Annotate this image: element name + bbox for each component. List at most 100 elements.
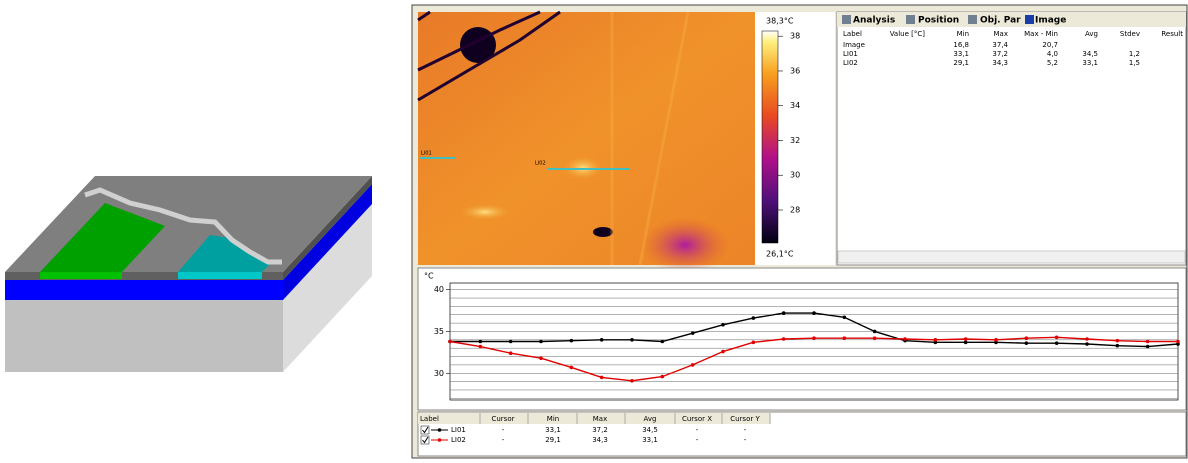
analysis-panel (836, 11, 1187, 266)
series-marker (478, 344, 483, 349)
series-marker (599, 338, 604, 342)
column-header: Result (1161, 30, 1183, 38)
series-marker (721, 322, 725, 327)
colorbar-tick-label: 38 (790, 32, 800, 41)
table-cell: 37,4 (992, 41, 1008, 49)
thermal-image: LI01 LI02 (417, 10, 755, 273)
legend-swatch-marker (437, 438, 442, 442)
column-header: Min (547, 415, 559, 423)
colorbar-tick-label: 32 (790, 136, 800, 145)
table-cell: LI02 (843, 59, 858, 67)
series-marker (781, 337, 786, 341)
colorbar-min-label: 26,1°C (766, 250, 794, 259)
tab[interactable]: Obj. Par (980, 16, 1021, 26)
table-cell: Image (843, 41, 865, 49)
table-cell: LI02 (451, 436, 466, 444)
series-marker (812, 336, 816, 340)
series-marker (660, 339, 665, 344)
series-marker (539, 339, 543, 344)
tab[interactable]: Analysis (853, 16, 895, 26)
series-marker (1115, 338, 1120, 343)
y-unit-label: °C (424, 272, 434, 281)
series-marker (963, 340, 968, 345)
series-marker (812, 311, 816, 315)
series-marker (721, 349, 725, 354)
column-header: Value [°C] (890, 30, 926, 38)
series-marker (781, 311, 786, 315)
series-marker (903, 337, 907, 341)
series-marker (599, 375, 604, 380)
series-marker (1054, 335, 1059, 340)
series-marker (539, 356, 543, 361)
series-marker (933, 340, 938, 345)
profile-line-label: LI01 (421, 151, 432, 157)
table-cell: 33,1 (545, 426, 561, 434)
series-marker (751, 316, 756, 320)
series-marker (660, 374, 665, 379)
series-marker (508, 339, 513, 344)
series-marker (842, 336, 847, 340)
series-marker (1176, 339, 1180, 344)
checkbox[interactable] (420, 435, 430, 445)
series-marker (1085, 342, 1089, 346)
series-marker (1145, 344, 1150, 349)
table-cell: LI01 (451, 426, 466, 434)
series-marker (963, 337, 968, 341)
column-header: Min (957, 30, 969, 38)
tab-icon (1025, 15, 1034, 24)
tab[interactable]: Image (1035, 16, 1066, 26)
series-marker (751, 340, 756, 345)
series-marker (690, 331, 695, 335)
profile-line-label: LI02 (535, 161, 546, 167)
series-marker (690, 363, 695, 367)
tab-icon (842, 15, 851, 24)
layer-diagram (5, 176, 372, 372)
table-cell: 34,3 (992, 59, 1008, 67)
series-marker (933, 338, 938, 342)
series-marker (872, 329, 877, 334)
tab-icon (968, 15, 977, 24)
table-cell: 5,2 (1047, 59, 1058, 67)
table-cell: - (502, 436, 505, 444)
colorbar-tick-label: 30 (790, 171, 800, 180)
column-header: Avg (644, 415, 657, 423)
column-header: Cursor Y (730, 415, 760, 423)
checkbox[interactable] (420, 425, 430, 435)
colorbar-tick-label: 28 (790, 205, 800, 214)
table-cell: 34,5 (642, 426, 658, 434)
table-cell: 34,5 (1082, 50, 1098, 58)
series-marker (1085, 337, 1089, 341)
table-cell: 33,1 (642, 436, 658, 444)
check (422, 436, 429, 444)
table-cell: 37,2 (992, 50, 1008, 58)
series-marker (872, 336, 877, 340)
table-cell: 33,1 (953, 50, 969, 58)
tab[interactable]: Position (918, 16, 959, 26)
y-tick-label: 40 (434, 285, 444, 294)
colorbar-max-label: 38,3°C (766, 17, 794, 26)
table-cell: 1,5 (1129, 59, 1140, 67)
table-cell: 33,1 (1082, 59, 1098, 67)
column-header: Stdev (1120, 30, 1140, 38)
table-cell: 34,3 (592, 436, 608, 444)
column-header: Cursor (491, 415, 514, 423)
legend-table-header (418, 413, 770, 424)
series-marker (994, 340, 998, 345)
series-marker (994, 338, 998, 342)
table-cell: - (696, 426, 699, 434)
series-marker (630, 378, 634, 383)
series-marker (1024, 341, 1029, 345)
column-header: Label (843, 30, 862, 38)
table-cell: - (744, 436, 747, 444)
table-cell: 4,0 (1047, 50, 1058, 58)
column-header: Avg (1085, 30, 1098, 38)
column-header: Max - Min (1024, 30, 1058, 38)
scrollbar[interactable] (837, 250, 1186, 264)
table-cell: 16,8 (953, 41, 969, 49)
series-marker (569, 338, 574, 343)
y-tick-label: 30 (434, 369, 444, 378)
y-tick-label: 35 (434, 327, 444, 336)
column-header: Max (994, 30, 1008, 38)
table-cell: 29,1 (953, 59, 969, 67)
